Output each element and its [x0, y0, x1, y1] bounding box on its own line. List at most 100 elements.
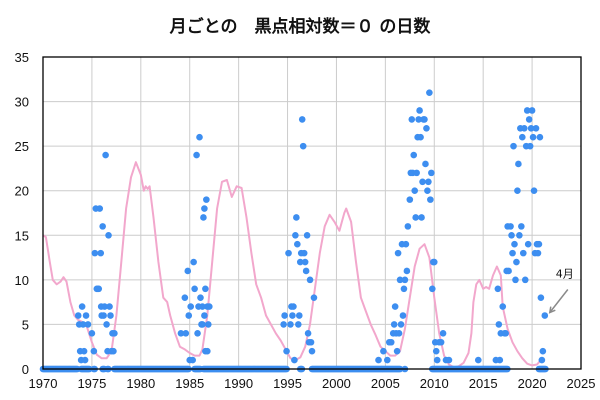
data-point — [397, 321, 405, 328]
data-point — [410, 151, 418, 159]
data-point — [532, 125, 540, 132]
data-point — [307, 338, 315, 346]
data-point — [433, 356, 441, 364]
tick-labels: 1970 1975 1980 1985 1990 1995 2000 2005 2010 2015… — [15, 50, 596, 391]
data-point — [494, 285, 502, 293]
data-point — [281, 312, 288, 319]
data-point — [387, 338, 395, 346]
data-point — [528, 107, 536, 114]
data-point — [400, 285, 408, 293]
data-point — [508, 231, 515, 239]
data-point — [390, 321, 398, 328]
data-point — [182, 330, 190, 337]
data-point — [402, 240, 410, 248]
data-point — [415, 116, 422, 123]
data-point — [202, 285, 209, 293]
data-point — [194, 330, 201, 337]
data-point — [526, 142, 534, 150]
data-point — [280, 321, 287, 328]
x-tick-label: 1985 — [175, 376, 204, 391]
data-point — [514, 187, 521, 195]
x-tick-label: 2000 — [322, 376, 351, 391]
x-tick-label: 2005 — [371, 376, 400, 391]
data-point — [299, 142, 307, 150]
data-point — [418, 214, 425, 221]
data-point — [534, 249, 542, 257]
data-point — [512, 276, 519, 284]
data-point — [474, 356, 482, 364]
data-point — [394, 249, 402, 257]
data-point — [106, 303, 113, 310]
data-point — [380, 347, 387, 355]
data-point — [102, 151, 109, 159]
y-tick-label: 10 — [15, 273, 29, 288]
data-point — [393, 347, 401, 355]
data-point — [499, 303, 507, 310]
data-point — [430, 258, 438, 266]
data-point — [404, 223, 412, 230]
data-point — [424, 187, 431, 195]
plot-frame — [42, 56, 582, 370]
data-point — [107, 312, 114, 319]
data-point — [520, 125, 528, 132]
data-point — [527, 125, 535, 132]
data-point — [537, 294, 545, 301]
smoothed-line — [42, 161, 542, 369]
x-tick-label: 2015 — [469, 376, 498, 391]
data-point — [91, 249, 99, 257]
data-point — [301, 258, 309, 266]
data-point — [429, 285, 436, 293]
data-point — [292, 231, 299, 239]
data-point — [518, 223, 525, 230]
data-point — [502, 330, 509, 337]
data-point — [103, 321, 110, 328]
data-point — [81, 356, 89, 364]
data-point — [111, 330, 118, 337]
x-tick-label: 2025 — [567, 376, 596, 391]
x-tick-label: 1975 — [77, 376, 106, 391]
data-point — [384, 356, 391, 364]
data-point — [539, 347, 547, 355]
data-point — [519, 133, 526, 141]
data-point — [519, 249, 527, 257]
data-point — [529, 133, 537, 141]
data-point — [187, 303, 195, 310]
data-point — [538, 356, 546, 364]
data-point — [298, 116, 306, 123]
data-point — [507, 223, 514, 230]
data-point — [515, 160, 522, 168]
data-point — [525, 116, 533, 123]
annotation-layer: 4月 — [548, 268, 574, 314]
data-point — [510, 142, 517, 150]
data-point — [78, 303, 86, 310]
data-point — [185, 312, 193, 319]
data-point — [416, 107, 423, 114]
data-point — [516, 231, 523, 239]
annotation-arrowhead — [548, 306, 556, 314]
data-point — [302, 267, 310, 275]
data-point — [521, 276, 529, 284]
data-point — [88, 330, 96, 337]
data-point — [203, 196, 210, 203]
data-point — [96, 205, 104, 212]
data-point — [417, 133, 424, 141]
y-tick-label: 20 — [15, 184, 29, 199]
data-point — [80, 347, 88, 355]
data-point — [181, 294, 189, 301]
data-point — [408, 116, 416, 123]
data-point — [205, 321, 212, 328]
data-point — [439, 330, 447, 337]
data-point — [287, 321, 294, 328]
data-point — [105, 231, 112, 239]
x-tick-label: 1995 — [273, 376, 302, 391]
data-point — [511, 240, 518, 248]
data-point — [84, 321, 92, 328]
data-point — [204, 347, 211, 355]
x-tick-label: 2010 — [420, 376, 449, 391]
data-point — [196, 133, 203, 141]
data-point — [536, 133, 544, 141]
data-point — [200, 214, 207, 221]
data-point — [110, 347, 117, 355]
data-point — [296, 258, 304, 266]
